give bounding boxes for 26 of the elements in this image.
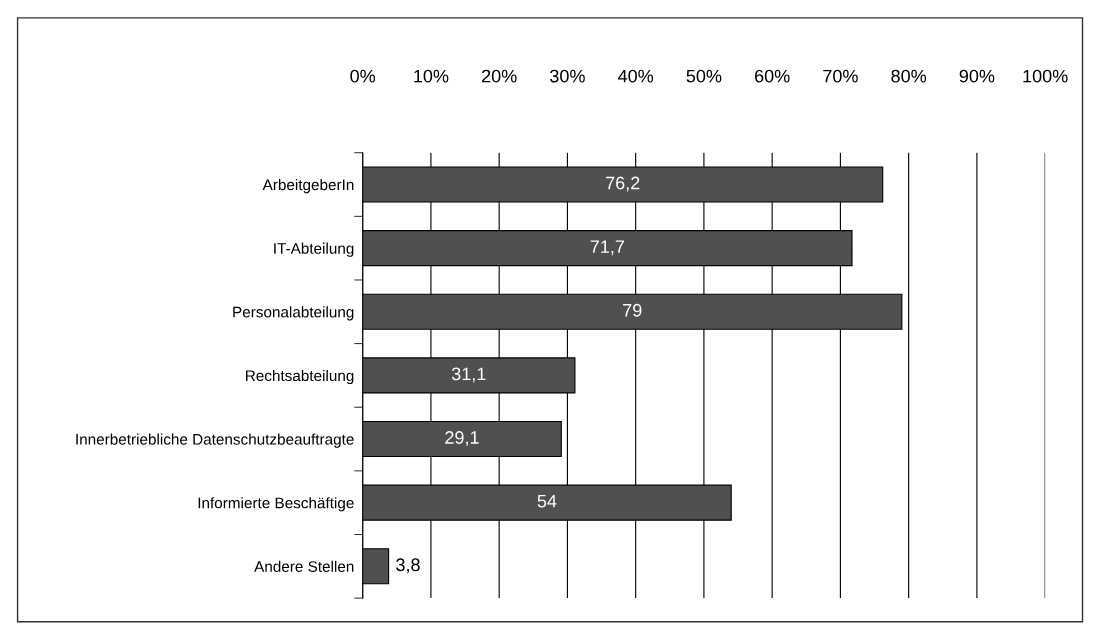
data-label: 54 — [537, 494, 557, 508]
y-tick-label: Rechtsabteilung — [246, 369, 354, 385]
y-tick-label: Informierte Beschäftige — [198, 497, 354, 512]
bar — [362, 548, 390, 585]
data-label: 79 — [623, 303, 642, 317]
x-tick-label: 10% — [414, 69, 449, 83]
data-label: 29,1 — [445, 431, 479, 447]
x-tick-label: 100% — [1023, 69, 1068, 83]
data-label: 3,8 — [396, 558, 420, 574]
x-tick-label: 0% — [350, 69, 376, 83]
x-tick-label: 50% — [686, 69, 722, 83]
y-tick-label: Innerbetriebliche Datenschutzbeauftragte — [76, 433, 354, 448]
y-tick-label: ArbeitgeberIn — [262, 179, 354, 194]
x-tick-label: 40% — [618, 69, 654, 83]
x-tick-label: 20% — [482, 69, 517, 83]
y-tick-label: Andere Stellen — [254, 560, 354, 572]
data-label: 71,7 — [590, 240, 624, 256]
x-tick-label: 80% — [891, 69, 927, 83]
x-tick-label: 70% — [823, 69, 858, 83]
data-label: 76,2 — [606, 176, 640, 192]
y-tick-label: IT-Abteilung — [274, 242, 354, 257]
y-tick-label: Personalabteilung — [233, 306, 354, 321]
x-tick-label: 90% — [959, 69, 995, 83]
data-label: 31,1 — [451, 367, 486, 383]
x-tick-label: 30% — [550, 69, 585, 83]
x-tick-label: 60% — [755, 69, 790, 83]
